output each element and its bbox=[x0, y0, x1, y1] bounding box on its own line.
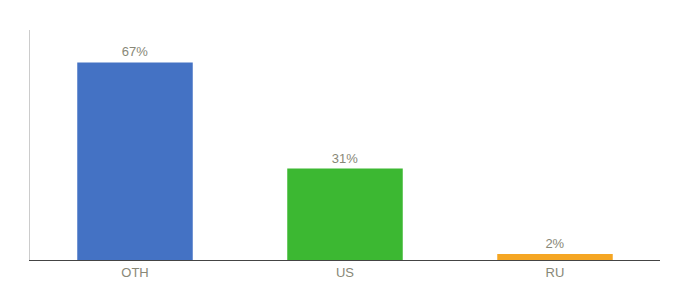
svg-text:US: US bbox=[336, 265, 354, 280]
svg-text:67%: 67% bbox=[122, 44, 148, 59]
svg-text:31%: 31% bbox=[332, 151, 358, 166]
svg-text:OTH: OTH bbox=[121, 265, 148, 280]
svg-text:RU: RU bbox=[546, 265, 565, 280]
svg-text:2%: 2% bbox=[545, 236, 564, 251]
